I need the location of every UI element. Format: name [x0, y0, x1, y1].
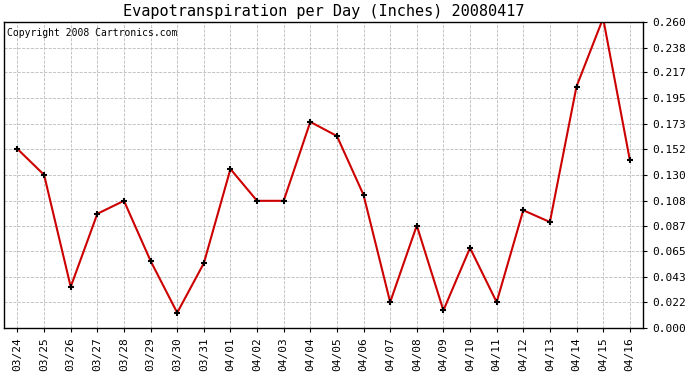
Title: Evapotranspiration per Day (Inches) 20080417: Evapotranspiration per Day (Inches) 2008… — [123, 4, 524, 19]
Text: Copyright 2008 Cartronics.com: Copyright 2008 Cartronics.com — [8, 28, 178, 38]
